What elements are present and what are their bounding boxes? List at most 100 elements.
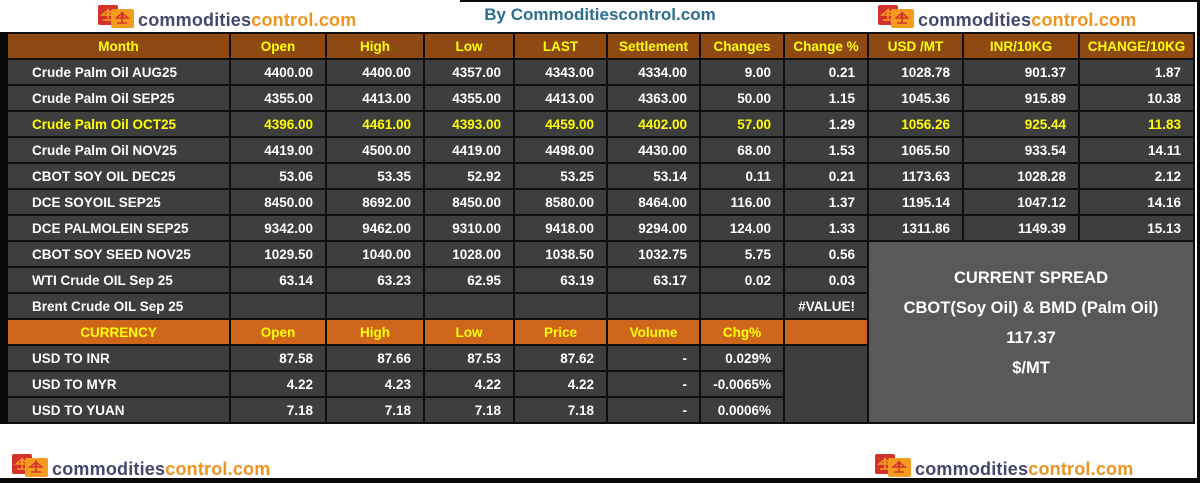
cell-currency: USD TO INR	[3, 344, 231, 372]
currency-header-currency: CURRENCY	[3, 318, 231, 346]
cell-usd-mt: 1173.63	[867, 162, 964, 190]
currency-header-volume: Volume	[606, 318, 701, 346]
cell-change-pct: 1.37	[783, 188, 869, 216]
scales-icon	[875, 453, 913, 479]
cell-last: 1038.50	[513, 240, 608, 268]
cell-change-10kg: 14.11	[1078, 136, 1195, 164]
cell-changes: 124.00	[699, 214, 785, 242]
cell-settlement: 4363.00	[606, 84, 701, 112]
cell-change-10kg: 10.38	[1078, 84, 1195, 112]
currency-header-high: High	[325, 318, 425, 346]
cell-open	[229, 292, 327, 320]
logo-bottom-left[interactable]: commoditiescontrol.com	[12, 453, 270, 479]
cell-usd-mt: 1056.26	[867, 110, 964, 138]
cell-inr-10kg: 1028.28	[962, 162, 1080, 190]
cell-last: 8580.00	[513, 188, 608, 216]
cell-high: 7.18	[325, 396, 425, 424]
table-row: Brent Crude OIL Sep 25 #VALUE!	[3, 292, 1194, 320]
logo-text-control: control.com	[251, 10, 357, 30]
cell-currency: USD TO YUAN	[3, 396, 231, 424]
table-row: Crude Palm Oil SEP25 4355.00 4413.00 4355.0…	[3, 84, 1195, 112]
cell-settlement: 1032.75	[606, 240, 701, 268]
cell-change-pct: 1.33	[783, 214, 869, 242]
cell-inr-10kg: 901.37	[962, 58, 1080, 86]
currency-row: USD TO MYR 4.22 4.23 4.22 4.22- -0.0065%	[3, 370, 1194, 398]
header-change-pct: Change %	[783, 32, 869, 60]
header-change-10kg: CHANGE/10KG	[1078, 32, 1195, 60]
table-row: Crude Palm Oil OCT25 4396.00 4461.00 4393.0…	[3, 110, 1195, 138]
spread-text-line: 117.37	[1006, 329, 1056, 347]
currency-row: USD TO YUAN 7.18 7.18 7.18 7.18-0.0006%	[3, 396, 1194, 424]
cell-low: 7.18	[423, 396, 515, 424]
cell-high: 9462.00	[325, 214, 425, 242]
cell-inr-10kg: 1047.12	[962, 188, 1080, 216]
cell-high: 4461.00	[325, 110, 425, 138]
header-low: Low	[423, 32, 515, 60]
cell-currency: USD TO MYR	[3, 370, 231, 398]
cell-last: 9418.00	[513, 214, 608, 242]
cell-settlement: 9294.00	[606, 214, 701, 242]
right-border-line	[1197, 0, 1200, 483]
cell-low: 9310.00	[423, 214, 515, 242]
cell-price: 7.18	[513, 396, 608, 424]
cell-chg-pct: 0.029%	[699, 344, 785, 372]
cell-low: 4355.00	[423, 84, 515, 112]
cell-change-10kg: 1.87	[1078, 58, 1195, 86]
cell-open: 87.58	[229, 344, 327, 372]
cell-last: 53.25	[513, 162, 608, 190]
spread-text-line: CBOT(Soy Oil) & BMD (Palm Oil)	[903, 299, 1159, 317]
table-row: CBOT SOY SEED NOV25 1029.50 1040.00 1028.00…	[3, 240, 1195, 424]
table-row: Crude Palm Oil NOV25 4419.00 4500.00 4419.0…	[3, 136, 1195, 164]
cell-changes: 50.00	[699, 84, 785, 112]
header-settlement: Settlement	[606, 32, 701, 60]
cell-high: 4413.00	[325, 84, 425, 112]
cell-inr-10kg: 925.44	[962, 110, 1080, 138]
currency-header-price: Price	[513, 318, 608, 346]
cell-high: 63.23	[325, 266, 425, 294]
cell-high: 4.23	[325, 370, 425, 398]
futures-header-row: Month Open High Low LAST Settlement Changes Cha…	[3, 32, 1195, 60]
cell-changes: 9.00	[699, 58, 785, 86]
cell-high: 87.66	[325, 344, 425, 372]
cell-volume: -	[606, 370, 701, 398]
cell-inr-10kg: 1149.39	[962, 214, 1080, 242]
logo-bottom-right[interactable]: commoditiescontrol.com	[875, 453, 1133, 479]
cell-low: 4393.00	[423, 110, 515, 138]
cell-changes: 0.11	[699, 162, 785, 190]
logo-top-right[interactable]: commoditiescontrol.com	[878, 4, 1136, 30]
logo-text-commodities: commodities	[915, 459, 1029, 479]
cell-change-pct: #VALUE!	[783, 292, 869, 320]
cell-low: 4.22	[423, 370, 515, 398]
header-last: LAST	[513, 32, 608, 60]
cell-settlement: 4430.00	[606, 136, 701, 164]
cell-open: 7.18	[229, 396, 327, 424]
table-row: Crude Palm Oil AUG25 4400.00 4400.00 4357.0…	[3, 58, 1195, 86]
current-spread-box: CURRENT SPREAD CBOT(Soy Oil) & BMD (Palm …	[867, 240, 1195, 424]
cell-volume: -	[606, 396, 701, 424]
cell-high: 53.35	[325, 162, 425, 190]
cell-low: 52.92	[423, 162, 515, 190]
cell-high: 4500.00	[325, 136, 425, 164]
cell-open: 9342.00	[229, 214, 327, 242]
table-row: DCE SOYOIL SEP25 8450.00 8692.00 8450.00 858…	[3, 188, 1195, 216]
logo-text-commodities: commodities	[52, 459, 166, 479]
cell-month: DCE SOYOIL SEP25	[3, 188, 231, 216]
logo-top-left[interactable]: commoditiescontrol.com	[98, 4, 356, 30]
cell-usd-mt: 1065.50	[867, 136, 964, 164]
cell-low: 1028.00	[423, 240, 515, 268]
cell-last: 4459.00	[513, 110, 608, 138]
cell-high: 8692.00	[325, 188, 425, 216]
header-open: Open	[229, 32, 327, 60]
cell-low: 4419.00	[423, 136, 515, 164]
cell-high: 4400.00	[325, 58, 425, 86]
cell-change-pct: 1.53	[783, 136, 869, 164]
cell-changes: 57.00	[699, 110, 785, 138]
logo-text-control: control.com	[1028, 459, 1134, 479]
currency-header-open: Open	[229, 318, 327, 346]
cell-change-10kg: 11.83	[1078, 110, 1195, 138]
currency-header-chg-pct: Chg%	[699, 318, 785, 346]
bottom-border-bar	[0, 478, 1200, 483]
cell-settlement: 63.17	[606, 266, 701, 294]
currency-header-spacer	[783, 318, 869, 346]
cell-usd-mt: 1311.86	[867, 214, 964, 242]
